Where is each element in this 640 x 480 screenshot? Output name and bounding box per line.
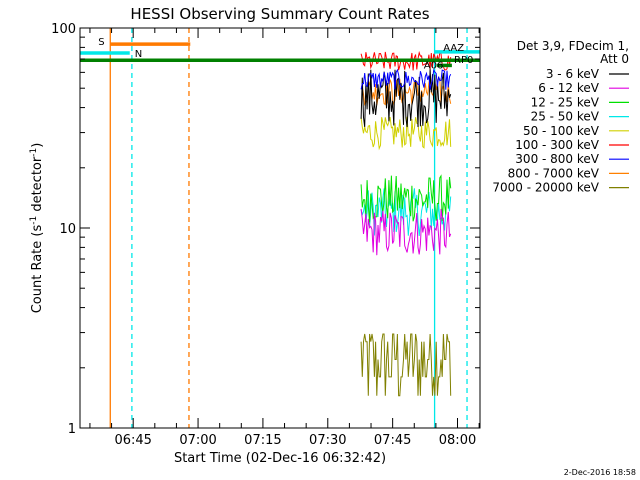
y-axis-label-text: detector bbox=[30, 156, 45, 216]
series-line bbox=[360, 333, 452, 397]
series-line bbox=[360, 174, 452, 223]
legend-entry-label: 12 - 25 keV bbox=[531, 95, 600, 109]
flag-label: N bbox=[135, 49, 142, 60]
series-line bbox=[360, 78, 452, 106]
x-tick-label: 08:00 bbox=[439, 433, 476, 448]
series-line bbox=[360, 208, 452, 256]
x-tick-label: 06:45 bbox=[114, 433, 151, 448]
x-tick-label: 07:00 bbox=[179, 433, 216, 448]
legend-entry-label: 3 - 6 keV bbox=[546, 67, 600, 81]
series-line bbox=[360, 68, 452, 128]
y-axis-label-text: Count Rate (s bbox=[30, 225, 45, 314]
x-tick-label: 07:30 bbox=[309, 433, 346, 448]
y-axis-label-superscript: -1 bbox=[29, 216, 39, 225]
legend-entry-label: 6 - 12 keV bbox=[538, 81, 600, 95]
y-axis-label: Count Rate (s-1 detector-1) bbox=[29, 143, 45, 314]
x-tick-label: 07:45 bbox=[374, 433, 411, 448]
x-axis-label: Start Time (02-Dec-16 06:32:42) bbox=[174, 451, 386, 466]
flag-label: AAZ bbox=[443, 43, 464, 54]
y-tick-label: 10 bbox=[59, 222, 76, 237]
series-line bbox=[360, 116, 452, 151]
x-tick-label: 07:15 bbox=[244, 433, 281, 448]
footer-timestamp: 2-Dec-2016 18:58 bbox=[564, 468, 636, 477]
y-axis-label-text: ) bbox=[30, 143, 45, 148]
y-tick-label: 1 bbox=[68, 422, 76, 437]
legend-entry-label: 25 - 50 keV bbox=[531, 110, 600, 124]
chart-title: HESSI Observing Summary Count Rates bbox=[130, 5, 429, 23]
flag-label: S bbox=[98, 37, 104, 48]
legend-entry-label: 800 - 7000 keV bbox=[508, 166, 600, 180]
plot-area bbox=[80, 28, 480, 428]
y-axis-label-superscript: -1 bbox=[29, 148, 39, 157]
y-tick-label: 100 bbox=[51, 22, 76, 37]
legend-entry-label: 7000 - 20000 keV bbox=[492, 181, 599, 195]
flag-label: RP0 bbox=[454, 55, 473, 66]
legend-entry-label: 100 - 300 keV bbox=[515, 138, 599, 152]
legend-header: Att 0 bbox=[600, 52, 629, 66]
legend-entry-label: 300 - 800 keV bbox=[515, 152, 599, 166]
series-line bbox=[360, 68, 452, 90]
series-line bbox=[360, 188, 452, 236]
legend-header: Det 3,9, FDecim 1, bbox=[517, 39, 629, 53]
legend-entry-label: 50 - 100 keV bbox=[523, 124, 600, 138]
flag-label: A06 bbox=[424, 60, 444, 71]
